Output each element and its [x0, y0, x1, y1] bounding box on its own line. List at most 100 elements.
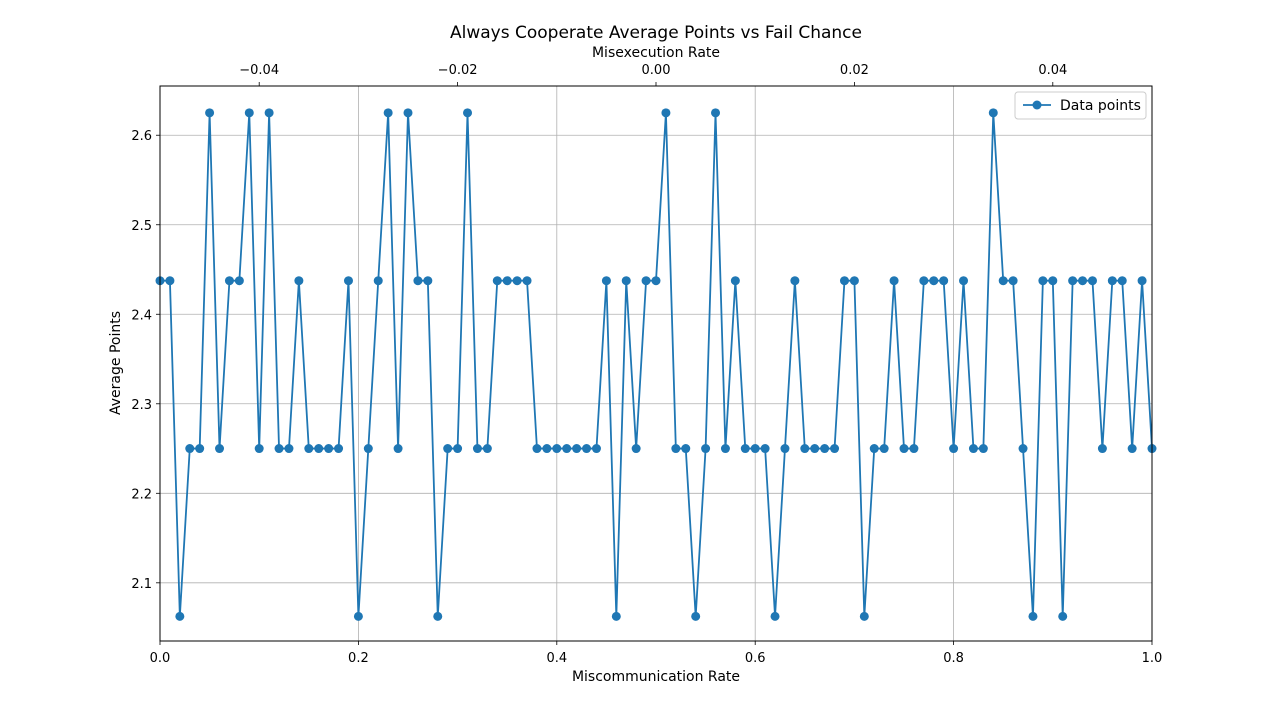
data-point [869, 444, 879, 454]
data-point [919, 276, 929, 286]
data-point [929, 276, 939, 286]
data-point [591, 444, 601, 454]
data-point [1107, 276, 1117, 286]
data-point [453, 444, 463, 454]
y-tick-label: 2.5 [131, 219, 152, 234]
data-point [343, 276, 353, 286]
data-point [681, 444, 691, 454]
data-point [978, 444, 988, 454]
data-point [552, 444, 562, 454]
data-point [413, 276, 423, 286]
data-point [403, 108, 413, 118]
top-x-tick-label: 0.00 [642, 63, 671, 78]
data-point [750, 444, 760, 454]
data-point [393, 444, 403, 454]
legend-box [1014, 91, 1147, 120]
legend-label: Data points [1060, 98, 1141, 114]
data-point [353, 611, 363, 621]
data-point [423, 276, 433, 286]
data-point [621, 276, 631, 286]
data-point [274, 444, 284, 454]
data-point [324, 444, 334, 454]
data-point [334, 444, 344, 454]
data-point [373, 276, 383, 286]
data-point [1127, 444, 1137, 454]
data-point [492, 276, 502, 286]
data-point [472, 444, 482, 454]
data-point [1068, 276, 1078, 286]
data-point [691, 611, 701, 621]
data-point [711, 108, 721, 118]
data-point [572, 444, 582, 454]
data-point [165, 276, 175, 286]
data-point [651, 276, 661, 286]
chart-title: Always Cooperate Average Points vs Fail … [450, 23, 862, 43]
y-axis-label: Average Points [108, 311, 124, 415]
data-point [195, 444, 205, 454]
data-point [959, 276, 969, 286]
data-point [949, 444, 959, 454]
data-point [175, 611, 185, 621]
data-point [661, 108, 671, 118]
data-point [790, 276, 800, 286]
data-point [443, 444, 453, 454]
data-point [810, 444, 820, 454]
x-tick-label: 0.0 [150, 651, 171, 666]
data-point [1097, 444, 1107, 454]
data-point [502, 276, 512, 286]
data-point [740, 444, 750, 454]
x-tick-label: 0.2 [348, 651, 369, 666]
data-point [968, 444, 978, 454]
data-point [244, 108, 254, 118]
legend-marker-swatch [1032, 100, 1042, 110]
data-point [820, 444, 830, 454]
data-point [601, 276, 611, 286]
x-tick-label: 0.8 [943, 651, 964, 666]
data-point [830, 444, 840, 454]
data-point [859, 611, 869, 621]
data-point [730, 276, 740, 286]
data-point [780, 444, 790, 454]
data-point [463, 108, 473, 118]
data-point [264, 108, 274, 118]
data-point [770, 611, 780, 621]
x-tick-label: 1.0 [1142, 651, 1163, 666]
data-point [760, 444, 770, 454]
data-point [909, 444, 919, 454]
data-point [611, 611, 621, 621]
data-point [512, 276, 522, 286]
data-point [889, 276, 899, 286]
data-point [1008, 276, 1018, 286]
data-point [1028, 611, 1038, 621]
data-point [1038, 276, 1048, 286]
data-point [1058, 611, 1068, 621]
data-point [215, 444, 225, 454]
data-point [1137, 276, 1147, 286]
data-point [1087, 276, 1097, 286]
data-point [522, 276, 532, 286]
data-point [284, 444, 294, 454]
bottom-x-axis: 0.0 0.2 0.4 0.6 0.8 1.0 [150, 641, 1163, 666]
data-point [383, 108, 393, 118]
y-tick-label: 2.3 [131, 398, 152, 413]
y-tick-label: 2.6 [131, 129, 152, 144]
data-point [234, 276, 244, 286]
data-point [224, 276, 234, 286]
data-point [314, 444, 324, 454]
data-point [879, 444, 889, 454]
data-point [294, 276, 304, 286]
data-point [1048, 276, 1058, 286]
data-point [849, 276, 859, 286]
top-x-tick-label: 0.04 [1038, 63, 1067, 78]
data-point [1018, 444, 1028, 454]
top-x-tick-label: 0.02 [840, 63, 869, 78]
top-x-axis: −0.04 −0.02 0.00 0.02 0.04 [239, 63, 1067, 86]
data-point [433, 611, 443, 621]
data-point [304, 444, 314, 454]
data-point [582, 444, 592, 454]
data-point [899, 444, 909, 454]
legend: Data points [1014, 91, 1147, 120]
